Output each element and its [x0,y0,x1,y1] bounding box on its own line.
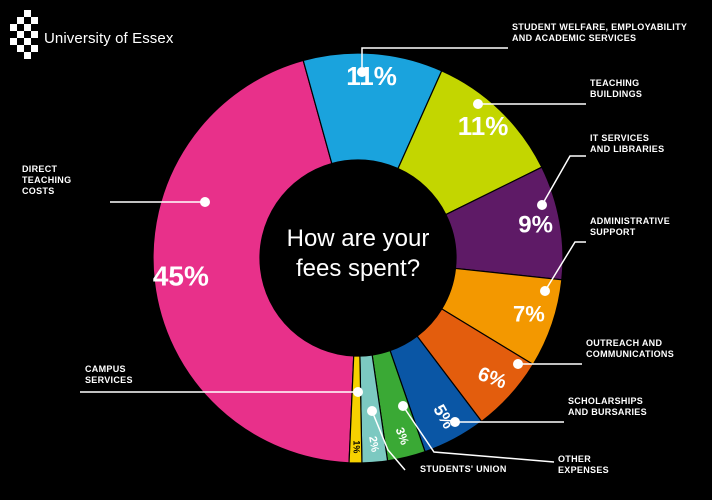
category-label-6: SCHOLARSHIPS AND BURSARIES [568,396,647,417]
leader-dot-9 [353,387,363,397]
category-label-3: IT SERVICES AND LIBRARIES [590,133,664,154]
brand-logo: University of Essex [10,10,173,66]
leader-dot-5 [513,359,523,369]
center-title-line-0: How are your [287,225,430,252]
leader-line-8 [371,410,406,471]
leader-line-1 [361,47,508,72]
leader-dot-8 [367,406,377,416]
leader-dot-6 [450,417,460,427]
leader-dot-2 [473,99,483,109]
category-label-4: ADMINISTRATIVE SUPPORT [590,216,670,237]
slice-percent-label-7: 3% [393,426,412,447]
slice-0 [152,59,355,464]
leader-line-3 [541,155,586,206]
leader-line-4 [544,241,586,292]
leader-dot-7 [398,401,408,411]
category-label-5: OUTREACH AND COMMUNICATIONS [586,338,674,359]
category-label-7: OTHER EXPENSES [558,454,609,475]
donut-hole [262,162,454,354]
slice-percent-label-0: 45% [153,261,209,292]
slice-percent-label-2: 11% [458,111,509,141]
brand-name: University of Essex [44,29,174,47]
leader-dot-1 [357,67,367,77]
slice-percent-label-8: 2% [366,435,381,453]
category-label-9: CAMPUS SERVICES [85,364,133,385]
slice-percent-label-9: 1% [351,440,361,453]
category-label-8: STUDENTS' UNION [420,464,507,474]
university-crest-icon [10,10,38,66]
leader-dot-3 [537,200,547,210]
slice-percent-label-4: 7% [513,302,545,327]
leader-dot-4 [540,286,550,296]
leader-dot-0 [200,197,210,207]
slice-percent-label-1: 11% [346,61,397,91]
leader-line-7 [402,405,555,463]
category-label-1: STUDENT WELFARE, EMPLOYABILITY AND ACADEM… [512,22,687,43]
slice-percent-label-3: 9% [518,212,553,239]
slice-9 [348,355,363,464]
category-label-0: DIRECT TEACHING COSTS [22,164,71,196]
center-title-line-1: fees spent? [296,255,420,282]
category-label-2: TEACHING BUILDINGS [590,78,642,99]
